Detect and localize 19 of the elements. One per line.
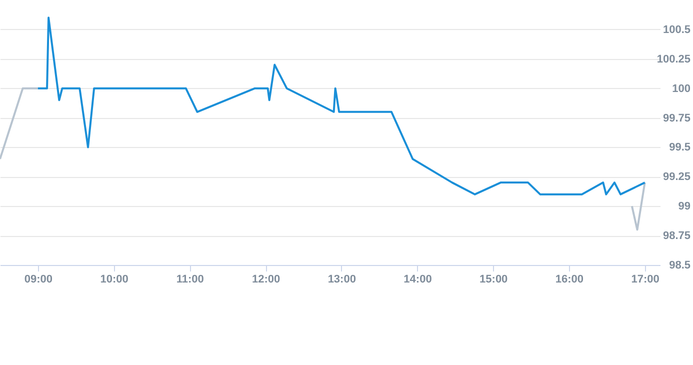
y-tick-label: 100 <box>672 82 690 95</box>
y-tick-label: 98.75 <box>662 230 690 242</box>
x-tick-label: 13:00 <box>328 274 356 286</box>
y-tick-label: 99.5 <box>669 142 690 154</box>
y-tick-label: 98.5 <box>669 260 690 272</box>
x-tick-label: 11:00 <box>176 274 204 286</box>
y-tick-label: 99.75 <box>662 112 690 124</box>
x-tick-label: 10:00 <box>100 274 128 286</box>
y-tick-label: 100.25 <box>656 53 690 66</box>
line-series <box>36 16 646 196</box>
x-tick-label: 17:00 <box>631 274 660 286</box>
y-tick-label: 99 <box>678 200 690 213</box>
x-tick-label: 16:00 <box>555 274 584 286</box>
y-tick-label: 100.5 <box>662 24 690 36</box>
x-tick-label: 15:00 <box>480 274 508 286</box>
x-tick-label: 14:00 <box>404 274 432 286</box>
y-tick-label: 99.25 <box>662 171 690 184</box>
x-tick-label: 09:00 <box>24 274 52 286</box>
x-tick-label: 12:00 <box>252 274 280 286</box>
